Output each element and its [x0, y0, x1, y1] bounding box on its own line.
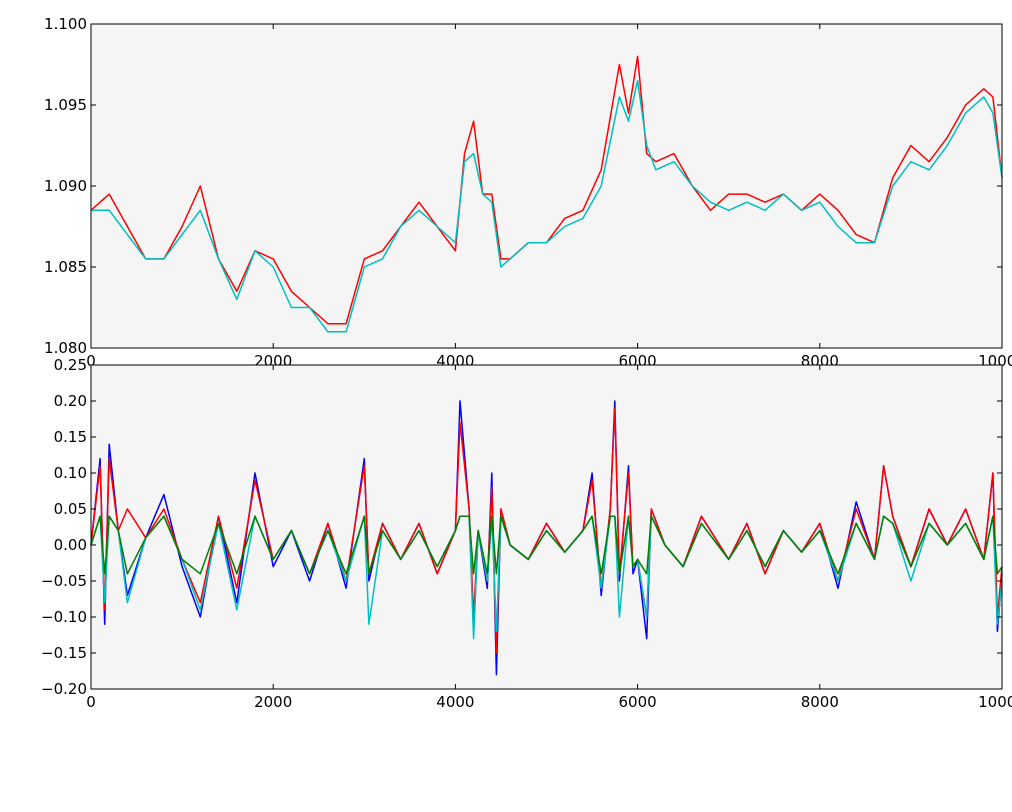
plot-area [91, 365, 1002, 689]
top-chart: 02000400060008000100001.0801.0851.0901.0… [44, 15, 1012, 370]
y-tick-label: 0.15 [54, 428, 87, 446]
bottom-chart: 0 2000 4000 6000 8000 10000 −0.20 −0.15 −0.10 −0.… [41, 356, 1012, 711]
plot-area [91, 24, 1002, 348]
y-tick-label: −0.10 [41, 608, 87, 626]
x-tick-label: 10000 [978, 693, 1012, 711]
x-tick-label: 6000 [619, 693, 657, 711]
axes-frame [90, 364, 1003, 690]
x-tick-label: 0 [86, 352, 96, 370]
y-tick-label: 1.095 [44, 96, 87, 114]
y-tick-label: 0.05 [54, 500, 87, 518]
x-tick-label: 4000 [436, 693, 474, 711]
y-tick-label: −0.20 [41, 680, 87, 698]
series-line-1 [90, 407, 1003, 654]
y-tick-label: 1.080 [44, 339, 87, 357]
x-tick-label: 0 [86, 693, 96, 711]
x-tick-label: 2000 [254, 693, 292, 711]
y-tick-label: 1.090 [44, 177, 87, 195]
y-tick-label: 0.00 [54, 536, 87, 554]
series-line-1 [91, 79, 1003, 333]
y-tick-label: 0.25 [54, 356, 87, 374]
y-tick-label: −0.05 [41, 572, 87, 590]
series-line-3 [90, 515, 1003, 575]
x-tick-label: 8000 [801, 693, 839, 711]
y-tick-label: 0.20 [54, 392, 87, 410]
y-tick-label: 1.100 [44, 15, 87, 33]
y-tick-label: 0.10 [54, 464, 87, 482]
y-tick-label: 1.085 [44, 258, 87, 276]
y-tick-label: −0.15 [41, 644, 87, 662]
